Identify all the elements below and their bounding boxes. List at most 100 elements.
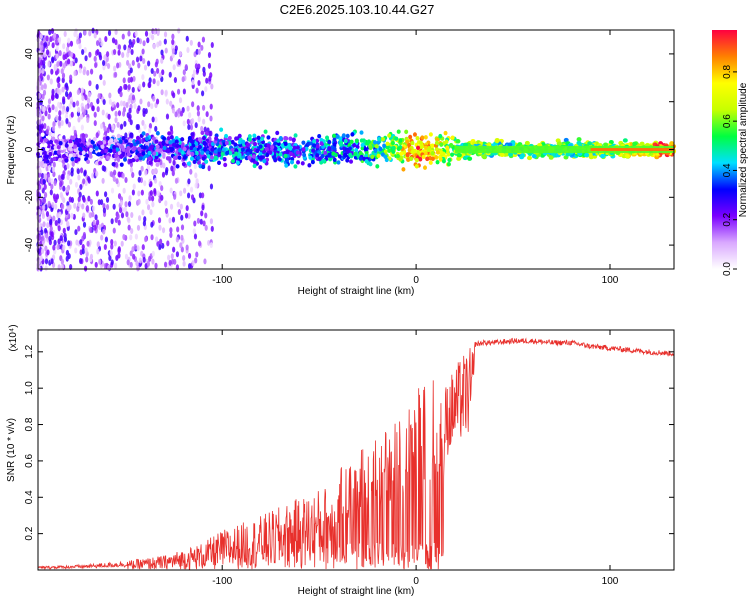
heat-cell (164, 207, 169, 214)
heat-cell (151, 136, 156, 141)
heat-cell (210, 225, 214, 232)
heat-cell (125, 211, 129, 218)
heat-cell (286, 143, 291, 148)
heat-cell (147, 156, 152, 161)
snr-y-tick-label: 0.2 (24, 526, 35, 540)
heat-cell (321, 158, 326, 163)
heat-cell (48, 151, 53, 157)
heat-cell (155, 131, 160, 136)
heat-cell (92, 205, 96, 212)
heat-cell (42, 163, 47, 168)
heat-cell (94, 62, 98, 69)
heat-cell (131, 189, 135, 196)
heat-cell (185, 35, 189, 42)
heat-cell (129, 76, 134, 83)
heat-cell (196, 217, 200, 224)
heat-cell (102, 228, 106, 235)
heat-cell (191, 260, 195, 267)
heat-cell (213, 149, 218, 154)
heat-cell (156, 67, 160, 74)
heat-cell (150, 221, 154, 228)
heat-cell (56, 61, 60, 68)
heat-cell (197, 240, 202, 247)
heat-cell (293, 133, 298, 138)
heat-cell (146, 260, 151, 267)
heat-cell (66, 205, 70, 212)
heat-cell (396, 129, 401, 134)
heat-cell (359, 138, 364, 143)
snr-y-tick-label: 0.6 (24, 454, 35, 468)
heat-cell (124, 253, 129, 260)
heat-cell (172, 64, 176, 71)
heat-cell (301, 140, 306, 145)
heat-cell (182, 146, 187, 152)
heat-cell (190, 139, 195, 144)
heat-cell (53, 65, 57, 72)
heat-cell (341, 133, 346, 138)
heat-cell (181, 76, 185, 83)
heat-cell (114, 153, 119, 158)
heat-cell (268, 150, 273, 155)
heat-cell (53, 150, 58, 155)
heat-cell (86, 240, 90, 247)
heat-cell (74, 57, 78, 64)
heat-cell (59, 235, 63, 242)
heat-cell (116, 156, 121, 163)
heat-cell (45, 210, 50, 217)
heat-cell (39, 255, 43, 262)
heat-cell (41, 235, 45, 242)
heat-cell (53, 179, 57, 186)
heat-cell (347, 142, 352, 148)
heat-cell (118, 139, 123, 144)
heat-cell (85, 256, 89, 263)
heat-cell (85, 153, 90, 158)
heat-cell (91, 105, 95, 112)
spectrogram-cells (36, 27, 677, 272)
heat-cell (194, 257, 198, 264)
heat-cell (62, 185, 66, 192)
heat-cell (39, 33, 43, 40)
heat-cell (61, 174, 65, 181)
heat-cell (194, 122, 198, 129)
heat-cell (98, 54, 103, 61)
heat-cell (99, 140, 104, 146)
heat-cell (44, 110, 48, 117)
heat-cell (127, 77, 131, 84)
heat-cell (87, 176, 91, 183)
heat-cell (252, 133, 257, 138)
heat-cell (148, 122, 153, 129)
heat-cell (293, 164, 298, 169)
heat-cell (234, 148, 239, 153)
heat-cell (120, 240, 124, 247)
heat-cell (154, 139, 159, 144)
heat-cell (192, 159, 197, 164)
heat-cell (345, 149, 350, 154)
heat-cell (443, 130, 448, 136)
heat-cell (455, 139, 461, 144)
heat-cell (256, 135, 261, 140)
heat-cell (187, 192, 191, 199)
heat-cell (96, 152, 101, 157)
heat-cell (193, 163, 197, 170)
heat-cell (135, 56, 140, 63)
heat-cell (425, 156, 430, 161)
heat-cell (430, 156, 435, 162)
heat-cell (160, 185, 164, 192)
heat-cell (171, 170, 175, 177)
heat-cell (423, 145, 428, 150)
heat-cell (172, 142, 177, 148)
heat-cell (95, 40, 100, 47)
spectrogram-y-tick-label: 20 (24, 96, 35, 108)
heat-cell (327, 139, 332, 145)
heat-cell (51, 88, 55, 95)
heat-cell (107, 113, 111, 120)
heat-cell (120, 212, 125, 219)
heat-cell (197, 137, 202, 142)
heat-cell (41, 146, 46, 152)
heat-cell (177, 58, 181, 65)
heat-cell (39, 72, 43, 79)
heat-cell (194, 141, 199, 147)
heat-cell (158, 40, 162, 47)
heat-cell (144, 169, 148, 176)
heat-cell (144, 30, 149, 37)
